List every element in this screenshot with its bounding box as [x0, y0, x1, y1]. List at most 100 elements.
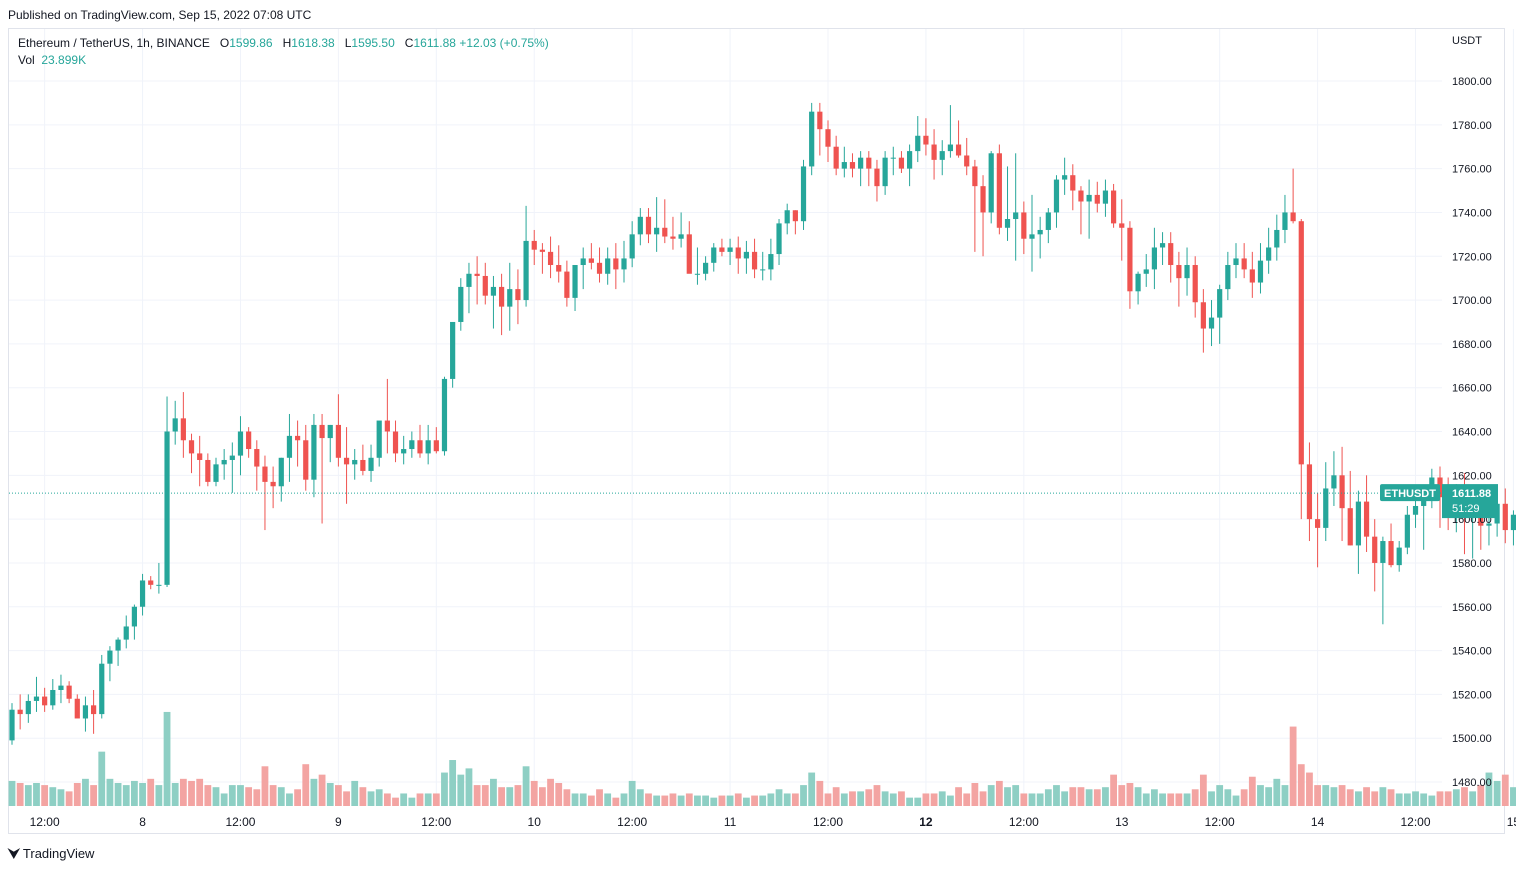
footer-brand[interactable]: TradingView: [22, 846, 95, 861]
candle-body: [564, 271, 570, 298]
candle-body: [417, 440, 423, 454]
candle-body: [33, 696, 40, 701]
candle-body: [1396, 547, 1402, 566]
volume-bar: [16, 783, 24, 806]
volume-bar: [481, 785, 489, 806]
price-tag-symbol-bg: [1380, 484, 1440, 502]
candle-body: [1412, 505, 1419, 515]
volume-bar: [90, 785, 97, 806]
volume-bar: [1485, 772, 1493, 806]
volume-bar: [277, 787, 285, 806]
symbol-label[interactable]: Ethereum / TetherUS, 1h, BINANCE: [18, 36, 210, 50]
candle-body: [1404, 514, 1410, 548]
volume-bar: [1167, 793, 1175, 806]
volume-bar: [677, 795, 685, 806]
candle-body: [490, 286, 497, 296]
candle-body: [474, 273, 480, 276]
volume-bar: [49, 787, 57, 806]
volume-bar: [881, 791, 889, 806]
tradingview-logo-icon[interactable]: ⮟: [8, 845, 20, 861]
candle-body: [751, 251, 758, 270]
candle-body: [1070, 175, 1076, 191]
candle-body: [1200, 302, 1206, 329]
candle-body: [107, 650, 113, 664]
volume-bar: [457, 774, 465, 806]
volume-bar: [775, 789, 783, 806]
candle-body: [368, 457, 374, 471]
candle-body: [1037, 229, 1043, 235]
volume-bar: [343, 791, 350, 806]
candle-body: [409, 440, 415, 450]
currency-label: USDT: [1452, 35, 1482, 47]
volume-bar: [498, 787, 505, 806]
volume-bar: [1452, 789, 1460, 806]
volume-bar: [33, 783, 40, 806]
candle-body: [392, 431, 399, 454]
grid-lines: [9, 29, 1514, 806]
volume-bar: [1314, 785, 1321, 806]
candle-body: [1380, 541, 1386, 563]
volume-bar: [1004, 787, 1011, 806]
y-tick-label: 1660.00: [1452, 383, 1492, 395]
volume-bar: [1501, 774, 1509, 806]
volume-bar: [906, 797, 913, 806]
volume-bar: [1428, 795, 1436, 806]
volume-bar: [922, 793, 930, 806]
volume-bar: [767, 793, 775, 806]
volume-bar: [24, 785, 32, 806]
volume-bar: [57, 789, 65, 806]
volume-bar: [1232, 795, 1240, 806]
candle-body: [955, 144, 962, 156]
volume-bar: [82, 778, 89, 806]
volume-bar: [465, 768, 473, 806]
candle-body: [547, 251, 554, 266]
candle-body: [507, 289, 513, 307]
candle-body: [596, 262, 603, 274]
volume-bar: [269, 785, 277, 806]
candle-body: [890, 157, 896, 159]
candle-body: [539, 249, 545, 252]
volume-bar: [1444, 791, 1452, 806]
y-tick-label: 1540.00: [1452, 646, 1492, 658]
candle-body: [229, 455, 235, 460]
volume-bar: [73, 783, 81, 806]
y-tick-label: 1740.00: [1452, 207, 1492, 219]
volume-bar: [816, 780, 824, 806]
volume-bar: [604, 793, 612, 806]
volume-bar: [65, 791, 73, 806]
volume-bar: [857, 791, 865, 806]
candle-body: [1388, 541, 1394, 566]
candle-body: [1029, 234, 1035, 239]
candle-body: [360, 459, 366, 471]
candle-body: [727, 247, 733, 252]
y-tick-label: 1480.00: [1452, 777, 1492, 789]
volume-bar: [220, 793, 228, 806]
volume-bar: [196, 778, 204, 806]
candle-body: [1159, 243, 1166, 248]
candle-body: [931, 144, 937, 160]
candle-body: [1013, 212, 1019, 220]
y-tick-label: 1560.00: [1452, 602, 1492, 614]
volume-bar: [620, 793, 628, 806]
volume-bar: [1461, 787, 1468, 806]
x-tick-label: 12:00: [30, 815, 60, 829]
ohlc-line: Ethereum / TetherUS, 1h, BINANCE O1599.8…: [18, 35, 549, 52]
volume-bar: [734, 793, 742, 806]
candle-body: [694, 273, 701, 275]
y-tick-label: 1780.00: [1452, 120, 1492, 132]
volume-bar: [898, 791, 905, 806]
volume-bar: [359, 787, 367, 806]
volume-bar: [702, 795, 709, 806]
candle-body: [776, 223, 782, 255]
candle-body: [1241, 258, 1247, 270]
candle-body: [115, 639, 121, 651]
candle-body: [1045, 212, 1051, 230]
volume-bar: [645, 793, 652, 806]
candle-body: [458, 286, 464, 322]
volume-bar: [1118, 785, 1126, 806]
x-tick-label: 9: [335, 815, 342, 829]
candle-body: [1078, 190, 1084, 202]
candle-body: [42, 696, 48, 706]
volume-bar: [392, 797, 399, 806]
